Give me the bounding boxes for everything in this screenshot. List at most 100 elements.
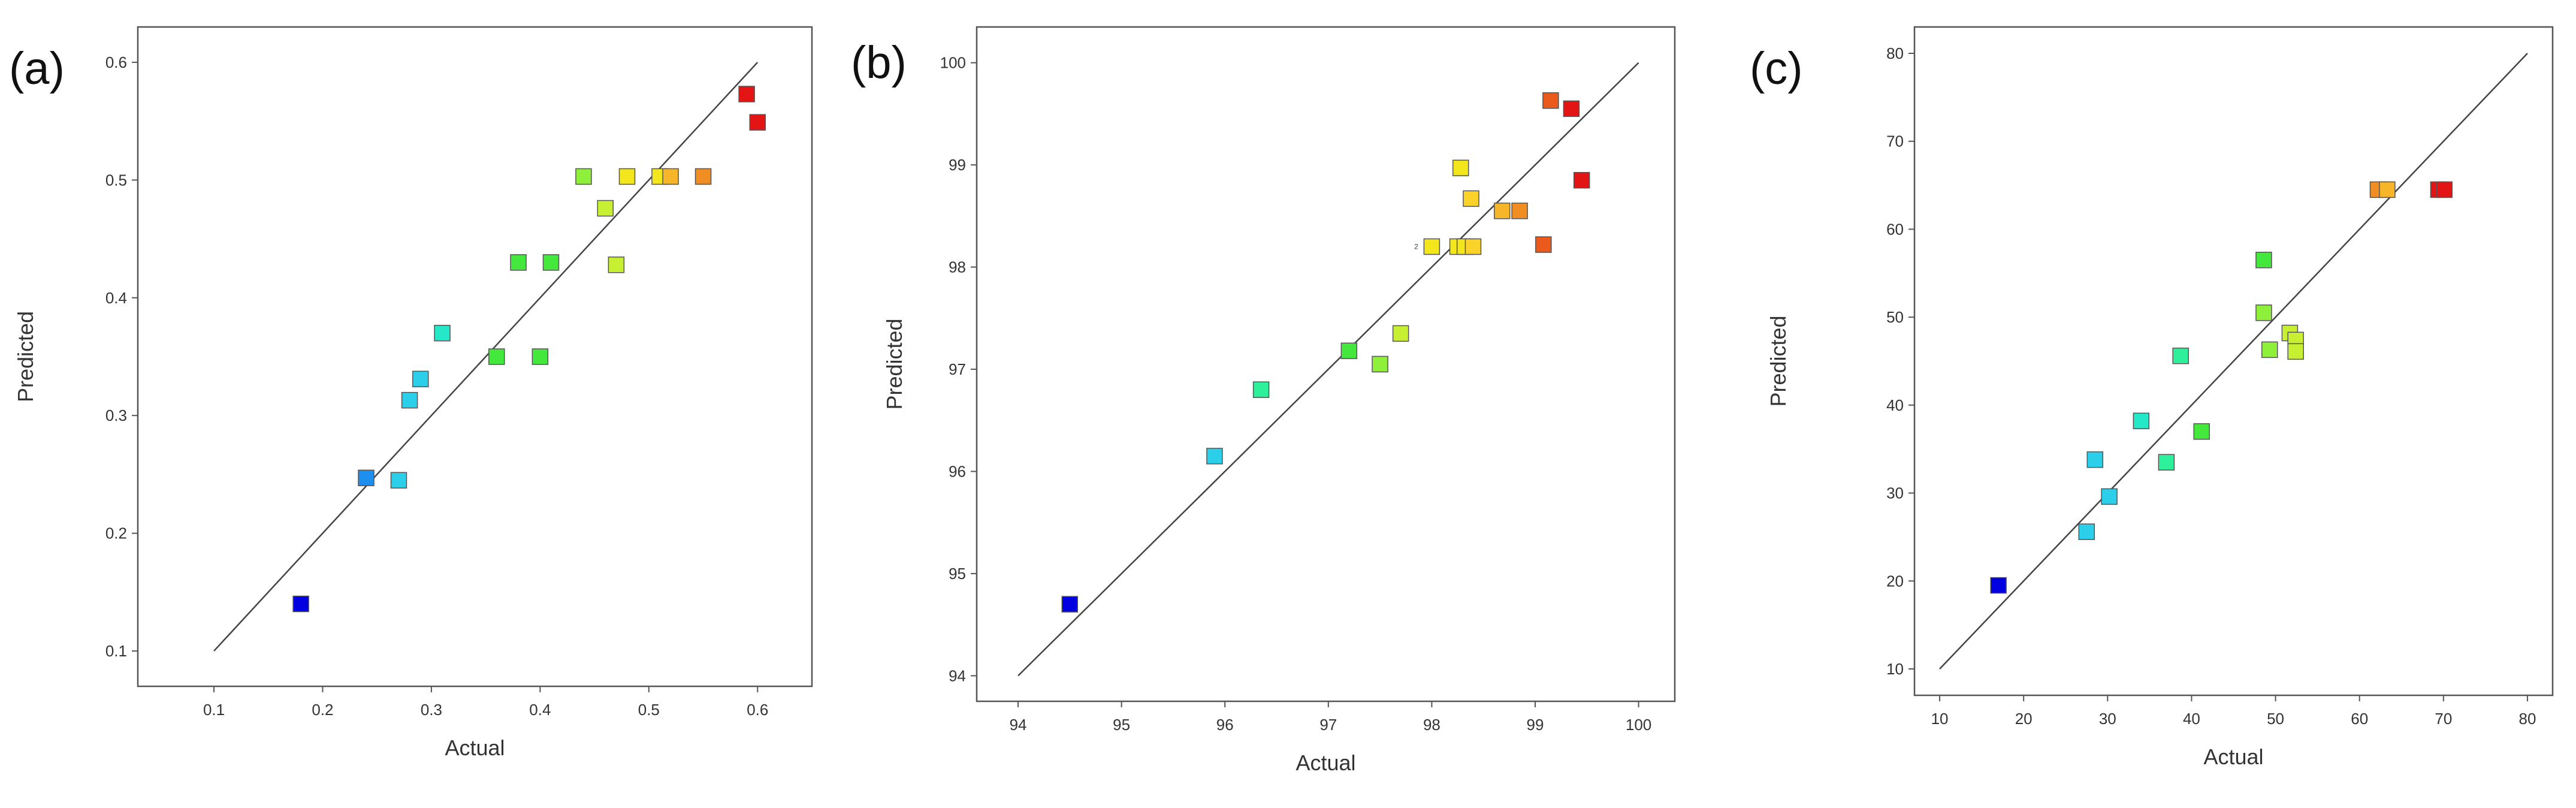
data-point (749, 114, 766, 131)
x-tick-label: 20 (2015, 710, 2033, 728)
data-point (292, 595, 309, 613)
data-point (2101, 488, 2118, 505)
data-point (1542, 92, 1559, 109)
data-point (510, 254, 527, 271)
data-point (1372, 355, 1388, 373)
data-point (2436, 181, 2453, 198)
y-tick-label: 100 (940, 54, 966, 72)
y-tick-label: 0.4 (105, 289, 127, 307)
y-tick-label: 95 (949, 565, 966, 583)
x-axis-title: Actual (1295, 750, 1355, 775)
data-point (1206, 448, 1223, 465)
panel-c: 10 20 30 40 50 60 70 80 10 20 30 40 50 60 70 80 Actual Pr… (1750, 26, 2554, 769)
y-axis-title: Predicted (882, 318, 907, 409)
data-point (1535, 236, 1552, 253)
y-tick-label: 50 (1886, 308, 1904, 326)
data-point (2255, 252, 2272, 269)
data-point (608, 257, 625, 273)
data-point (2133, 412, 2150, 430)
data-point (2287, 343, 2304, 360)
data-point (2086, 451, 2104, 468)
x-tick-label: 94 (1010, 716, 1027, 734)
y-tick-label: 20 (1886, 572, 1904, 590)
y-tick-label: 94 (949, 667, 966, 685)
x-tick-label: 96 (1216, 716, 1234, 734)
data-point (1464, 238, 1482, 255)
data-point (2193, 423, 2210, 440)
y-tick-label: 80 (1886, 44, 1904, 62)
point-count-label: 2 (1414, 242, 1418, 251)
y-tick-label: 70 (1886, 132, 1904, 150)
data-point (412, 370, 429, 388)
data-point (738, 86, 755, 102)
y-tick-label: 10 (1886, 660, 1904, 678)
x-axis-title: Actual (445, 735, 505, 760)
y-tick-label: 40 (1886, 396, 1904, 414)
data-point (662, 168, 679, 185)
plot-frame (137, 26, 813, 688)
data-point (618, 168, 636, 185)
data-point (1573, 171, 1590, 189)
data-point (1061, 596, 1079, 613)
panel-a: 0.1 0.2 0.3 0.4 0.5 0.6 0.1 0.2 0.3 0.4 0.5 0.6 Actu… (9, 26, 813, 760)
plot-frame (1913, 26, 2554, 697)
y-axis-title: Predicted (13, 311, 38, 402)
x-tick-label: 0.3 (421, 701, 442, 719)
y-tick-label: 0.5 (105, 171, 127, 189)
data-point (1452, 159, 1469, 176)
x-tick-label: 80 (2518, 710, 2536, 728)
reference-line (1939, 53, 2528, 670)
data-point (1392, 325, 1409, 342)
y-tick-label: 0.2 (105, 524, 127, 542)
x-tick-label: 70 (2435, 710, 2452, 728)
y-axis-title: Predicted (1766, 315, 1790, 406)
panel-b: 94 95 96 97 98 99 100 94 95 96 97 98 99 100 2 Actual Pre… (851, 26, 1676, 775)
x-tick-label: 0.5 (638, 701, 660, 719)
x-tick-label: 0.6 (747, 701, 768, 719)
y-tick-label: 98 (949, 258, 966, 276)
y-tick-label: 0.3 (105, 406, 127, 424)
x-tick-label: 60 (2351, 710, 2368, 728)
data-point (2172, 347, 2189, 364)
x-tick-label: 40 (2183, 710, 2200, 728)
y-tick-label: 30 (1886, 484, 1904, 502)
data-point (434, 324, 451, 342)
y-tick-label: 97 (949, 360, 966, 378)
data-point (488, 348, 505, 365)
data-point (1340, 342, 1358, 360)
data-point (1511, 203, 1528, 219)
x-tick-label: 30 (2099, 710, 2116, 728)
reference-line (1017, 62, 1639, 677)
data-point (2078, 523, 2095, 540)
data-point (1252, 381, 1270, 398)
x-tick-label: 50 (2267, 710, 2284, 728)
data-point (1463, 190, 1479, 207)
data-point (1990, 577, 2007, 594)
y-tick-label: 0.1 (105, 642, 127, 660)
data-point (1423, 238, 1440, 255)
x-tick-label: 0.1 (203, 701, 225, 719)
x-tick-label: 0.2 (312, 701, 333, 719)
x-tick-label: 10 (1931, 710, 1949, 728)
data-point (694, 168, 712, 185)
data-point (542, 254, 560, 271)
y-tick-label: 0.6 (105, 53, 127, 71)
data-point (1563, 100, 1580, 117)
panel-label: (b) (851, 37, 907, 88)
data-point (531, 348, 549, 365)
x-tick-label: 95 (1113, 716, 1130, 734)
x-tick-label: 99 (1527, 716, 1544, 734)
y-tick-label: 99 (949, 156, 966, 174)
x-tick-label: 100 (1626, 716, 1651, 734)
y-tick-label: 96 (949, 462, 966, 480)
x-tick-label: 98 (1423, 716, 1440, 734)
data-point (575, 168, 592, 185)
x-tick-label: 97 (1319, 716, 1337, 734)
x-tick-label: 0.4 (529, 701, 551, 719)
data-point (597, 200, 614, 217)
data-point (2379, 181, 2396, 198)
y-tick-label: 60 (1886, 220, 1904, 238)
x-axis-title: Actual (2203, 744, 2263, 769)
data-point (2261, 341, 2278, 358)
